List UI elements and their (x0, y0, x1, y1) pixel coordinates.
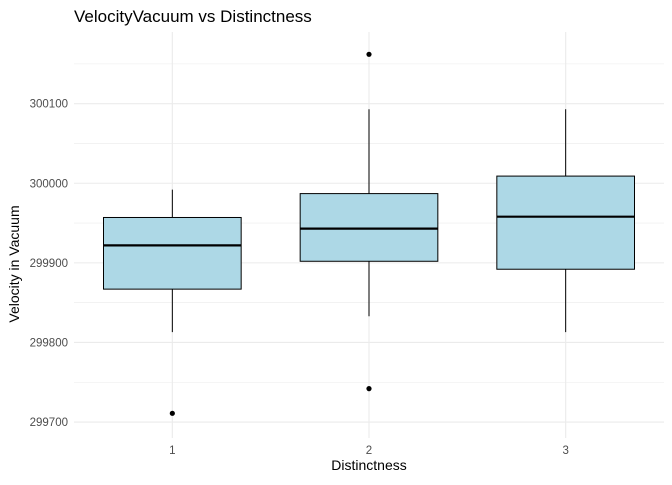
y-tick-label: 299800 (30, 337, 68, 349)
box-iqr (496, 175, 636, 270)
box-group-2 (299, 51, 439, 392)
x-tick-label: 2 (366, 445, 372, 457)
box-group-1 (103, 189, 242, 416)
x-tick-label: 3 (562, 445, 568, 457)
y-tick-label: 300100 (30, 99, 68, 111)
x-tick-label: 1 (169, 445, 175, 457)
box-layer (103, 51, 636, 416)
y-axis-title: Velocity in Vacuum (6, 205, 22, 322)
tick-layer: 299700 299800 299900 300000 300100 1 2 3 (30, 99, 569, 457)
box-iqr (103, 216, 242, 290)
y-tick-label: 300000 (30, 178, 68, 190)
box-group-3 (496, 109, 636, 333)
y-tick-label: 299900 (30, 258, 68, 270)
outlier-point (366, 386, 372, 392)
y-tick-label: 299700 (30, 417, 68, 429)
x-axis-title: Distinctness (331, 457, 406, 473)
outlier-point (366, 51, 372, 57)
box-iqr (299, 193, 439, 262)
chart-title: VelocityVacuum vs Distinctness (74, 7, 312, 26)
outlier-point (169, 410, 175, 416)
